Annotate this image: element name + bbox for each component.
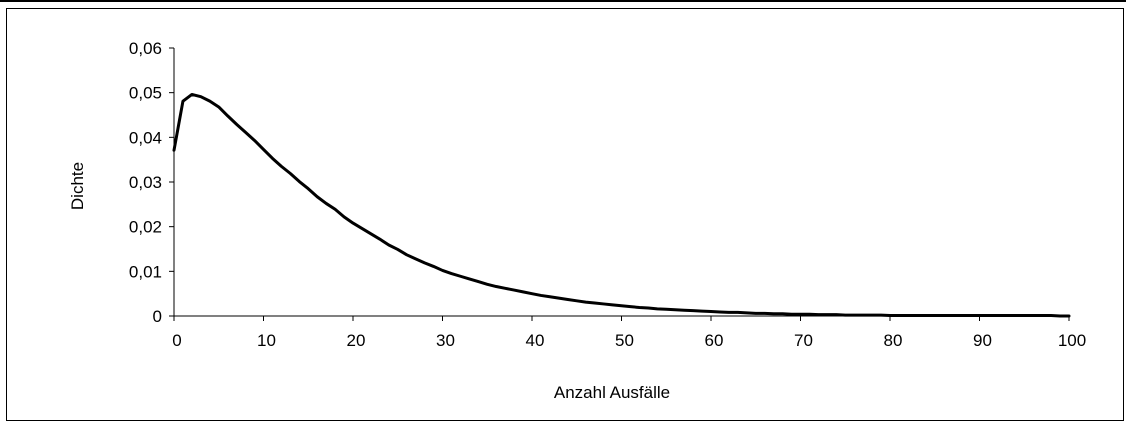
top-border-fragment [0,0,1126,2]
x-axis-title: Anzahl Ausfälle [554,383,670,402]
y-tick-label: 0,03 [129,173,162,192]
y-tick-label: 0,02 [129,218,162,237]
y-tick-label: 0,04 [129,128,162,147]
x-tick-label: 100 [1058,331,1086,350]
y-tick-label: 0,05 [129,84,162,103]
x-tick-label: 90 [973,331,992,350]
y-axis-title: Dichte [68,162,87,210]
y-tick-label: 0,01 [129,262,162,281]
ticks: 0 0,01 0,02 0,03 0,04 0,05 0,06 0 10 20 30 40 50 60 70… [129,39,1086,350]
x-tick-label: 20 [347,331,366,350]
y-tick-label: 0 [153,307,162,326]
x-tick-label: 70 [794,331,813,350]
axes [173,48,1069,317]
x-tick-label: 50 [615,331,634,350]
chart-frame [6,8,1124,421]
y-tick-label: 0,06 [129,39,162,58]
x-tick-label: 10 [257,331,276,350]
x-tick-label: 80 [884,331,903,350]
x-tick-label: 30 [436,331,455,350]
x-tick-label: 60 [705,331,724,350]
density-series-line [172,92,1071,318]
x-tick-label: 40 [526,331,545,350]
series [172,92,1071,318]
x-tick-label: 0 [172,331,181,350]
